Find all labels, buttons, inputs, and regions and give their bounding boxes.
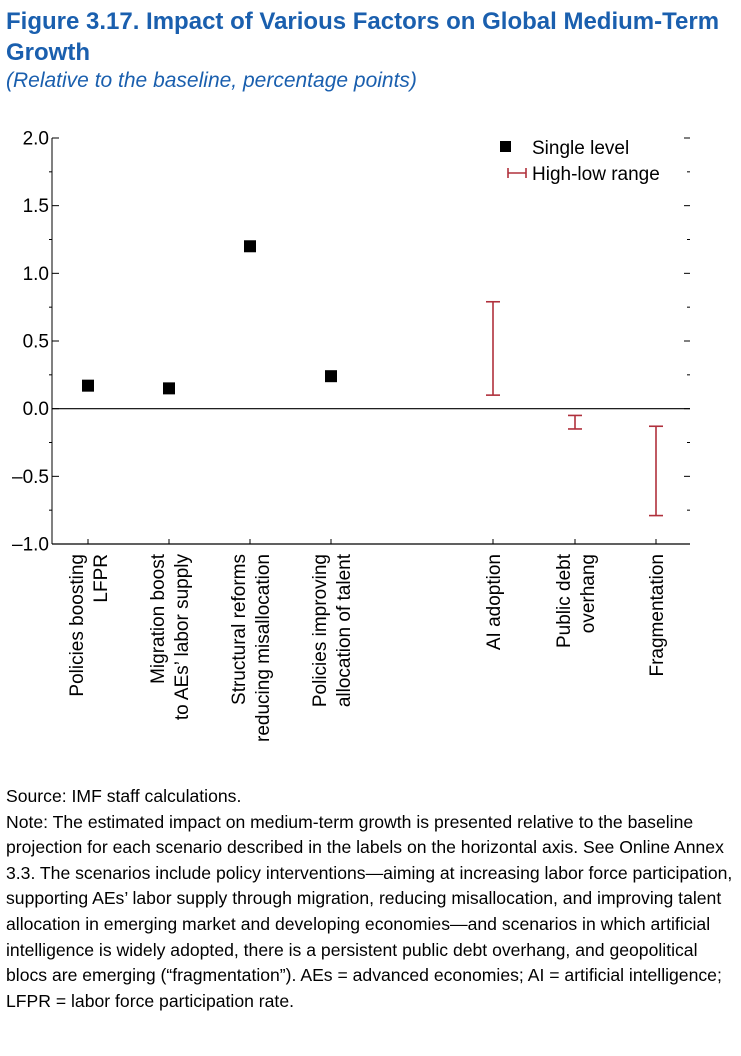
x-category-label-line: reducing misallocation bbox=[253, 554, 274, 742]
source-text: Source: IMF staff calculations. bbox=[6, 786, 242, 806]
x-category-label-line: Policies improving bbox=[310, 554, 331, 707]
legend-label-high-low-range: High-low range bbox=[532, 164, 660, 185]
y-tick-label: –1.0 bbox=[12, 535, 49, 556]
x-category-label-line: Public debt bbox=[554, 553, 575, 648]
chart-marks bbox=[82, 240, 663, 517]
x-category-label: Structural reforms reducing misallocation bbox=[229, 554, 274, 742]
x-category-label-line: allocation of talent bbox=[334, 553, 355, 707]
x-category-label-line: LFPR bbox=[91, 554, 112, 603]
chart-axes: 2.0 1.5 1.0 0.5 0.0 –0.5 –1.0 bbox=[12, 129, 690, 556]
x-category-label: Migration boost to AEs’ labor supply bbox=[148, 553, 193, 720]
y-tick-label: 1.5 bbox=[23, 196, 49, 217]
x-category-label-line: overhang bbox=[578, 554, 599, 633]
x-category-label-line: Fragmentation bbox=[647, 554, 668, 677]
high-low-range bbox=[649, 425, 663, 517]
y-tick-label: 0.5 bbox=[23, 332, 49, 353]
y-tick-label: 1.0 bbox=[23, 264, 49, 285]
legend-square-marker bbox=[500, 141, 511, 152]
chart-legend: Single level High-low range bbox=[500, 138, 660, 185]
x-category-label-line: to AEs’ labor supply bbox=[172, 554, 193, 721]
y-tick-label: 2.0 bbox=[23, 129, 49, 150]
x-category-label-line: Structural reforms bbox=[229, 554, 250, 705]
high-low-range bbox=[486, 300, 500, 396]
figure-notes: Source: IMF staff calculations. Note: Th… bbox=[6, 784, 734, 1014]
x-category-label: Fragmentation bbox=[647, 554, 668, 677]
x-category-label: Policies improving allocation of talent bbox=[310, 553, 355, 707]
y-tick-label: 0.0 bbox=[23, 399, 49, 420]
legend-label-single-level: Single level bbox=[532, 138, 629, 159]
single-level-point bbox=[163, 382, 175, 395]
x-category-label: Policies boosting LFPR bbox=[67, 554, 112, 697]
x-category-label-line: Migration boost bbox=[148, 553, 169, 684]
single-level-point bbox=[244, 240, 256, 253]
figure-subtitle: (Relative to the baseline, percentage po… bbox=[6, 69, 417, 92]
note-text: Note: The estimated impact on medium-ter… bbox=[6, 811, 733, 1011]
x-category-label-line: AI adoption bbox=[484, 554, 505, 650]
x-axis-labels: Policies boosting LFPR Migration boost to A… bbox=[67, 553, 668, 742]
x-category-label: Public debt overhang bbox=[554, 553, 599, 648]
x-category-label-line: Policies boosting bbox=[67, 554, 88, 697]
single-level-point bbox=[82, 379, 94, 392]
high-low-range bbox=[568, 414, 582, 430]
chart: 2.0 1.5 1.0 0.5 0.0 –0.5 –1.0 Policies boostin… bbox=[12, 129, 690, 742]
y-tick-label: –0.5 bbox=[12, 467, 49, 488]
x-category-label: AI adoption bbox=[484, 554, 505, 650]
single-level-point bbox=[325, 370, 337, 383]
figure-title: Figure 3.17. Impact of Various Factors o… bbox=[6, 8, 720, 66]
